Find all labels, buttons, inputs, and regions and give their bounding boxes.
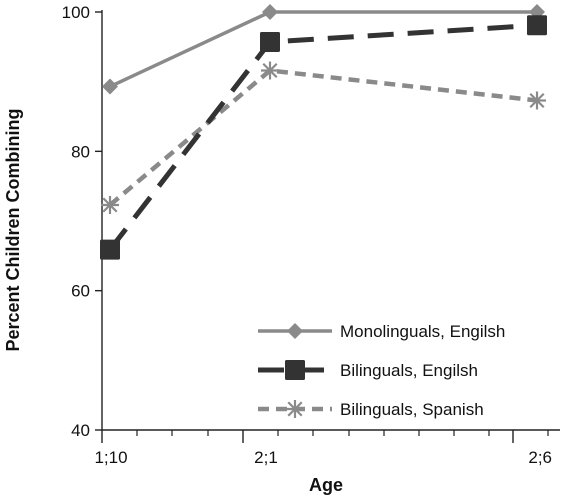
- series-line-2: [108, 68, 538, 207]
- legend-marker: [287, 323, 303, 339]
- x-tick-label: 2;6: [528, 448, 552, 467]
- data-point: [100, 239, 120, 260]
- y-tick-label: 80: [71, 142, 90, 161]
- x-tick-label: 2;1: [254, 448, 278, 467]
- y-tick-label: 40: [71, 421, 90, 440]
- y-tick-label: 100: [62, 3, 90, 22]
- x-tick-label: 1;10: [94, 448, 127, 467]
- data-point: [527, 15, 547, 36]
- legend: Monolinguals, Engilsh Bilinguals, Engilsh…: [258, 322, 505, 419]
- plot-area: 40 60 80 100 1;10 2;1 2;6: [62, 3, 560, 467]
- y-tick-label: 60: [71, 282, 90, 301]
- data-point: [261, 61, 279, 80]
- data-point: [260, 31, 280, 52]
- legend-label: Monolinguals, Engilsh: [340, 322, 505, 341]
- legend-marker: [285, 360, 305, 380]
- data-point: [102, 78, 118, 95]
- x-axis-title: Age: [309, 475, 343, 495]
- y-axis-title: Percent Children Combining: [3, 108, 23, 351]
- legend-label: Bilinguals, Engilsh: [340, 361, 478, 380]
- data-point: [101, 195, 119, 214]
- data-point: [262, 4, 278, 20]
- legend-label: Bilinguals, Spanish: [340, 400, 484, 419]
- legend-marker: [286, 400, 304, 418]
- series-line-1: [108, 22, 538, 252]
- data-point: [528, 91, 546, 110]
